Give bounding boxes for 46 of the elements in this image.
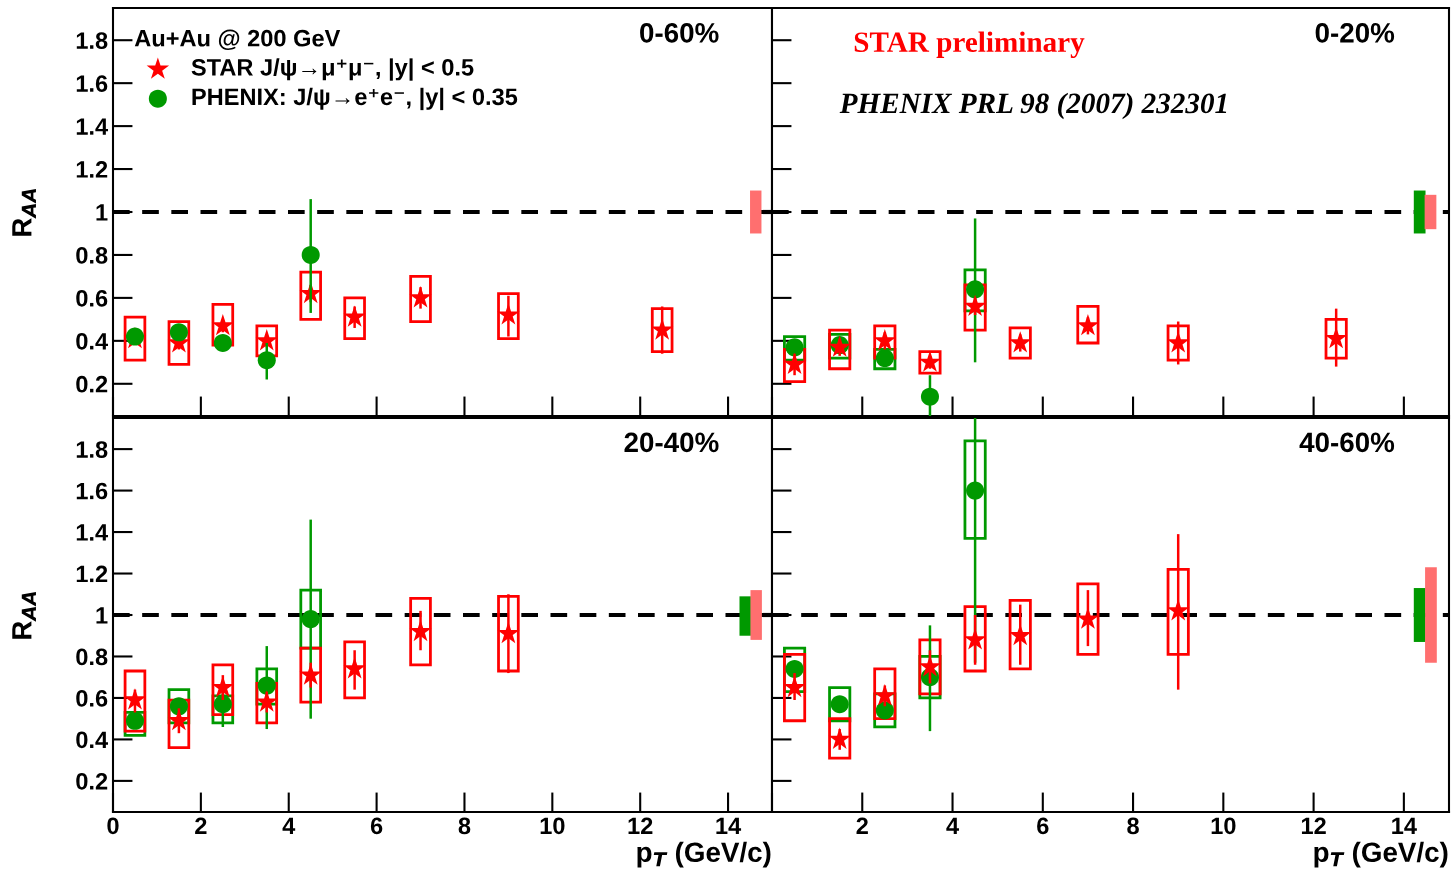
x-tick-label: 4: [946, 817, 959, 834]
y-tick-label: 1.2: [76, 565, 108, 583]
x-tick-label: 8: [458, 817, 471, 835]
y-tick-label: 1.6: [76, 482, 108, 500]
y-tick-label: 1.6: [76, 75, 108, 92]
x-tick-label: 8: [1127, 817, 1139, 835]
chart-title: 0-20%: [1315, 23, 1395, 43]
y-tick-label: 1.2: [76, 161, 108, 178]
y-tick-label: 0.2: [76, 375, 108, 393]
y-tick-label: 1: [96, 607, 108, 624]
y-tick-label: 0.4: [76, 731, 109, 749]
y-tick-label: 1.8: [76, 32, 108, 49]
annotation: PHENIX PRL 98 (2007) 232301: [839, 92, 1227, 120]
x-tick-label: 4: [282, 817, 296, 834]
annotation: STAR preliminary: [854, 31, 1085, 58]
x-tick-label: 6: [370, 817, 383, 835]
x-axis-title: p$_{T}$ (GeV/c): [637, 841, 771, 868]
y-tick-label: 1.4: [76, 118, 109, 135]
y-tick-label: 1: [96, 204, 108, 221]
chart-title: 20-40%: [624, 432, 719, 453]
x-tick-label: 2: [856, 817, 868, 834]
chart-title: 40-60%: [1299, 432, 1395, 453]
x-tick-label: 14: [716, 817, 742, 834]
x-tick-label: 10: [1211, 817, 1236, 835]
y-tick-label: 0.6: [76, 690, 108, 707]
legend-label: STAR J/ψ→μ⁺μ⁻, |y| < 0.5: [191, 58, 474, 81]
x-tick-label: 6: [1037, 817, 1049, 835]
x-tick-label: 10: [540, 817, 565, 835]
y-tick-label: 1.4: [76, 524, 109, 541]
legend-title: Au+Au @ 200 GeV: [134, 29, 341, 51]
x-tick-label: 2: [195, 817, 207, 834]
y-tick-label: 0.4: [76, 332, 109, 350]
y-tick-label: 0.8: [76, 648, 108, 666]
x-tick-label: 12: [1301, 817, 1326, 834]
y-tick-label: 0.6: [76, 289, 108, 307]
y-tick-label: 0.2: [76, 772, 108, 790]
x-tick-label: 14: [1392, 817, 1417, 834]
chart-title: 0-60%: [640, 23, 719, 43]
x-tick-label: 0: [107, 817, 119, 835]
y-tick-label: 0.8: [76, 247, 108, 264]
y-axis-title: R$_{AA}$: [12, 188, 36, 236]
y-axis-title: R$_{AA}$: [12, 591, 36, 639]
x-axis-title: p$_{T}$ (GeV/c): [1314, 841, 1448, 868]
legend-label: PHENIX: J/ψ→e⁺e⁻, |y| < 0.35: [192, 87, 518, 111]
y-tick-label: 1.8: [76, 441, 108, 458]
x-tick-label: 12: [628, 817, 653, 834]
